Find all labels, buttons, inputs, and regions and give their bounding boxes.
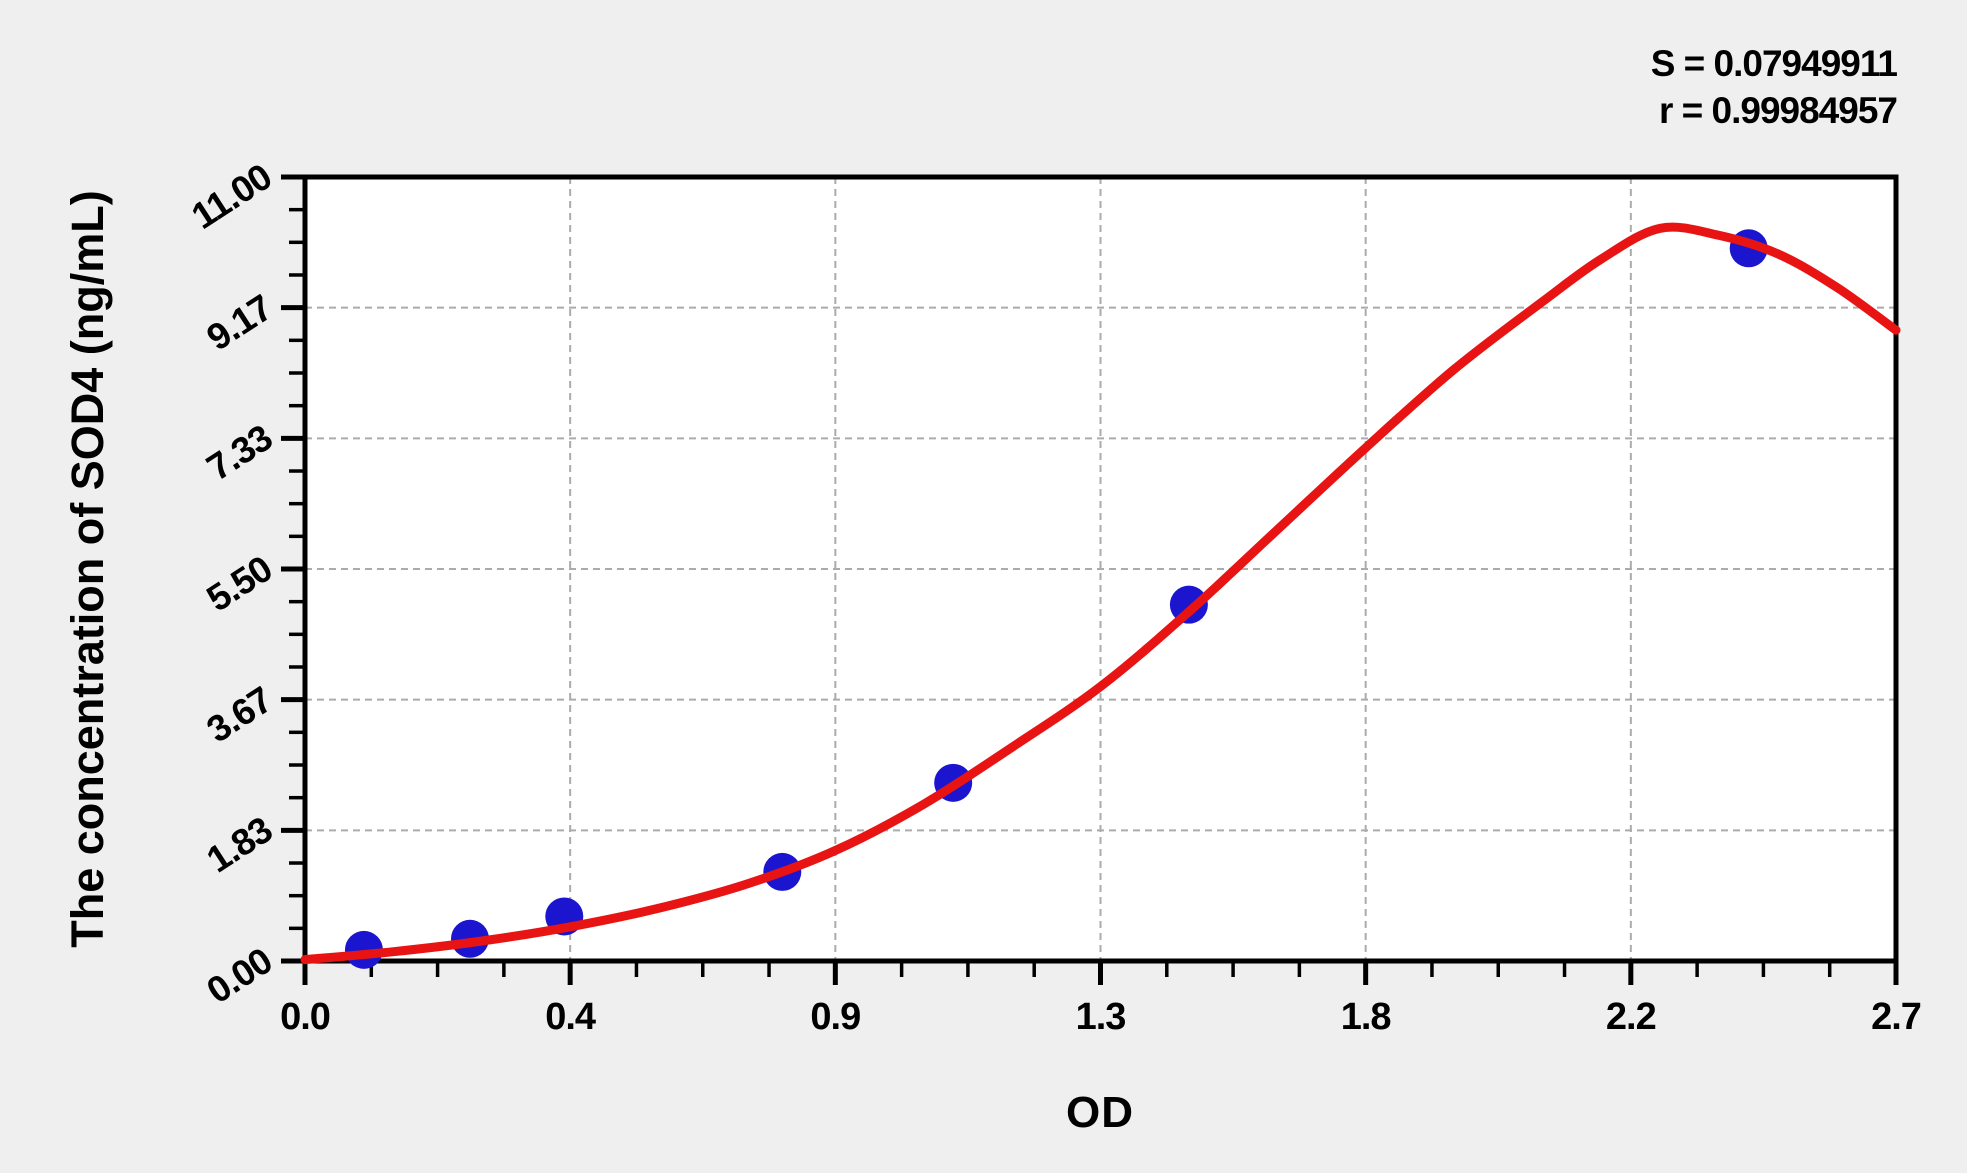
stat-s-value: S = 0.07949911 [1650,43,1898,84]
x-tick-label: 0.4 [545,996,596,1038]
x-tick-label: 0.0 [280,996,331,1038]
x-axis-title: OD [1066,1088,1134,1137]
x-tick-label: 1.8 [1340,996,1392,1038]
x-tick-label: 2.7 [1871,996,1922,1038]
fit-statistics: S = 0.07949911 r = 0.99984957 [1650,40,1898,134]
x-tick-label: 2.2 [1605,996,1657,1038]
x-tick-label: 1.3 [1075,996,1127,1038]
x-tick-label: 0.9 [810,996,861,1038]
y-axis-title: The concentration of SOD4 (ng/mL) [62,190,113,948]
fit-curve [300,222,1901,965]
stat-r-value: r = 0.99984957 [1658,90,1898,131]
data-point [1169,585,1208,624]
